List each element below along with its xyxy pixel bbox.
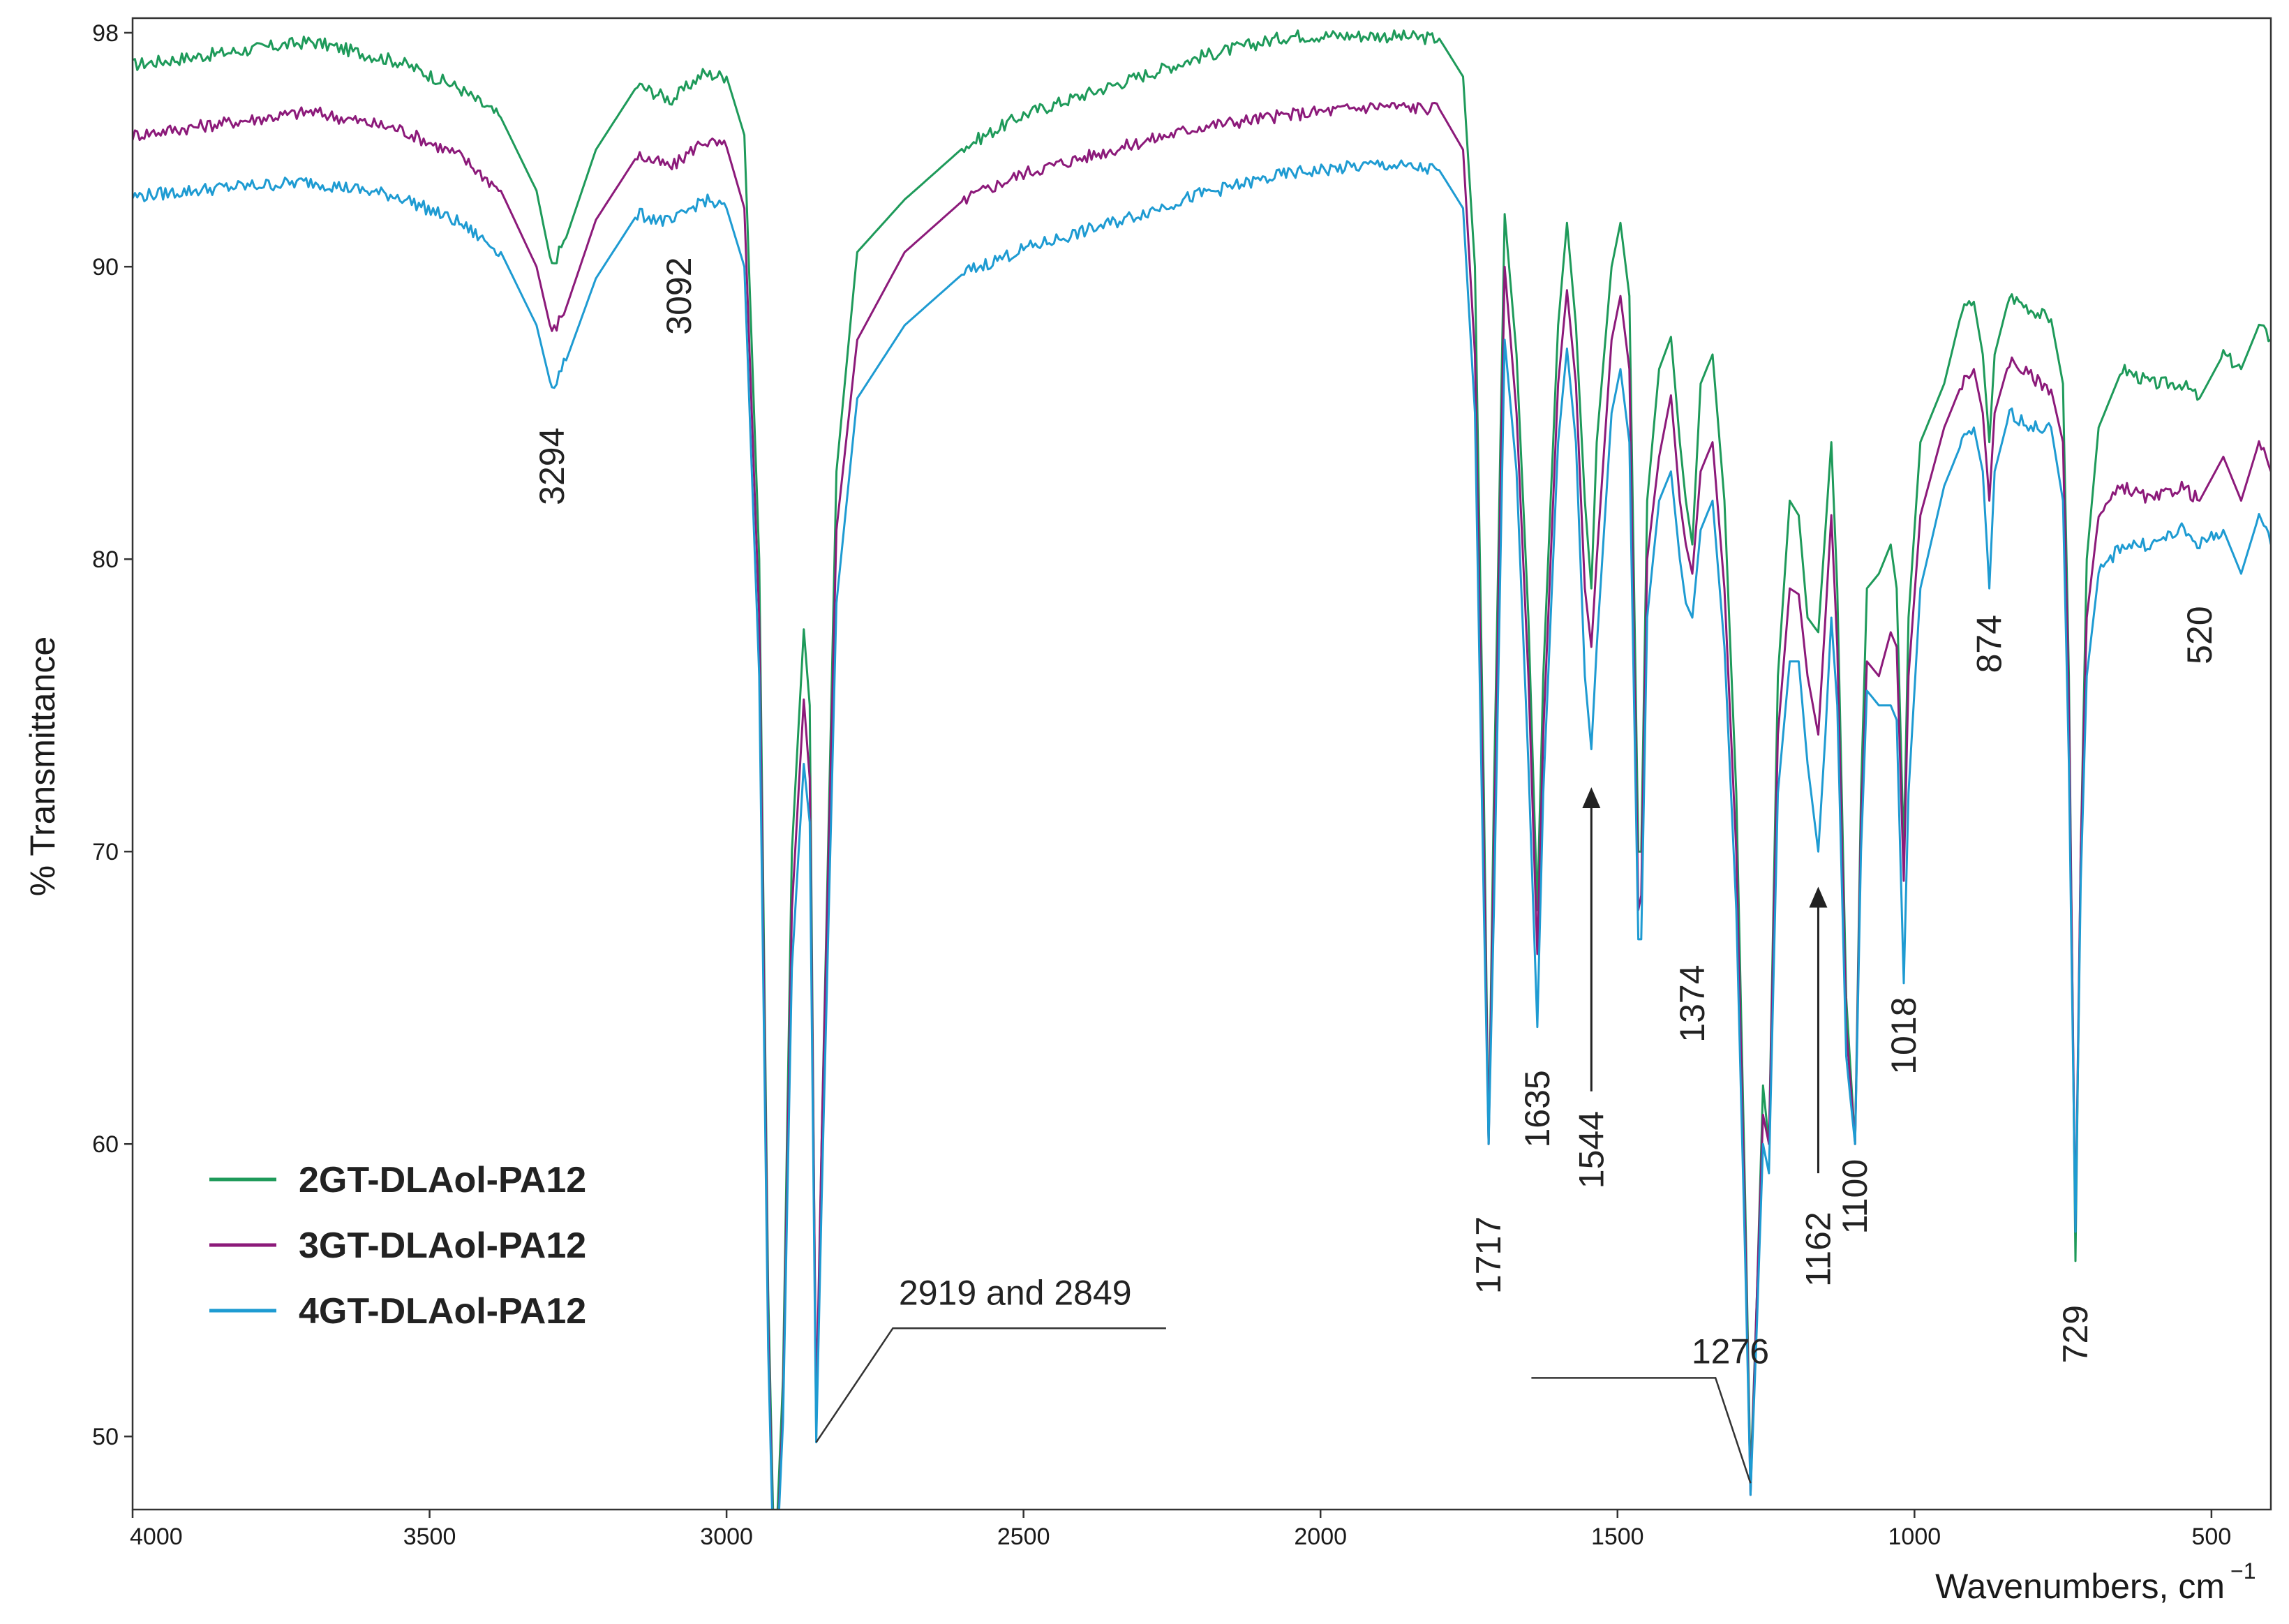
annotation-layer: 3294 3092 2919 and 2849 1717 1635 1544 1374 127… — [532, 257, 2219, 1484]
arrow-1544 — [1582, 787, 1601, 1092]
y-axis-title: % Transmittance — [23, 636, 62, 896]
x-tick-label-3000: 3000 — [700, 1524, 753, 1550]
y-tick-label-60: 60 — [92, 1131, 119, 1158]
y-tick-label-90: 90 — [92, 254, 119, 281]
peak-label-1635: 1635 — [1518, 1070, 1557, 1147]
peak-label-729: 729 — [2056, 1305, 2095, 1363]
legend-label-2: 3GT-DLAol-PA12 — [299, 1226, 586, 1266]
series-line-3 — [133, 159, 2271, 1510]
series-layer — [133, 29, 2271, 1510]
peak-label-1162: 1162 — [1799, 1212, 1838, 1287]
peak-label-3092: 3092 — [659, 257, 699, 334]
x-tick-label-500: 500 — [2192, 1524, 2232, 1550]
legend: 2GT-DLAol-PA12 3GT-DLAol-PA12 4GT-DLAol-PA… — [209, 1160, 586, 1332]
x-tick-label-2500: 2500 — [997, 1524, 1050, 1550]
peak-label-874: 874 — [1970, 615, 2009, 673]
peak-label-1717: 1717 — [1469, 1216, 1508, 1294]
peak-label-1374: 1374 — [1673, 964, 1712, 1042]
plot-frame — [131, 17, 2272, 1511]
peak-label-1276: 1276 — [1692, 1332, 1769, 1371]
x-tick-label-1000: 1000 — [1888, 1524, 1941, 1550]
peak-label-520: 520 — [2180, 606, 2219, 664]
x-tick-label-4000: 4000 — [130, 1524, 183, 1550]
axis-layer: 4000 3500 3000 2500 2000 1500 1000 500 50 60 70 80 9… — [92, 20, 2231, 1550]
x-tick-label-3500: 3500 — [403, 1524, 456, 1550]
leader-1276 — [1531, 1377, 1752, 1484]
series-line-1 — [133, 29, 2271, 1510]
x-tick-label-1500: 1500 — [1591, 1524, 1644, 1550]
y-tick-label-80: 80 — [92, 546, 119, 573]
peak-label-1544: 1544 — [1572, 1111, 1611, 1189]
y-tick-label-98: 98 — [92, 20, 119, 47]
peak-label-1100: 1100 — [1835, 1159, 1874, 1235]
y-tick-label-50: 50 — [92, 1424, 119, 1450]
leader-2919-2849 — [815, 1327, 1166, 1443]
y-tick-label-70: 70 — [92, 839, 119, 865]
x-tick-label-2000: 2000 — [1294, 1524, 1347, 1550]
x-axis-title-superscript: −1 — [2230, 1558, 2256, 1584]
series-line-2 — [133, 102, 2271, 1510]
peak-label-2919-and-2849: 2919 and 2849 — [899, 1274, 1132, 1313]
legend-label-1: 2GT-DLAol-PA12 — [299, 1160, 586, 1200]
x-axis-title: Wavenumbers, cm — [1935, 1567, 2225, 1606]
legend-label-3: 4GT-DLAol-PA12 — [299, 1291, 586, 1332]
peak-label-1018: 1018 — [1884, 997, 1923, 1075]
arrow-1162 — [1809, 886, 1828, 1174]
peak-label-3294: 3294 — [532, 428, 572, 505]
